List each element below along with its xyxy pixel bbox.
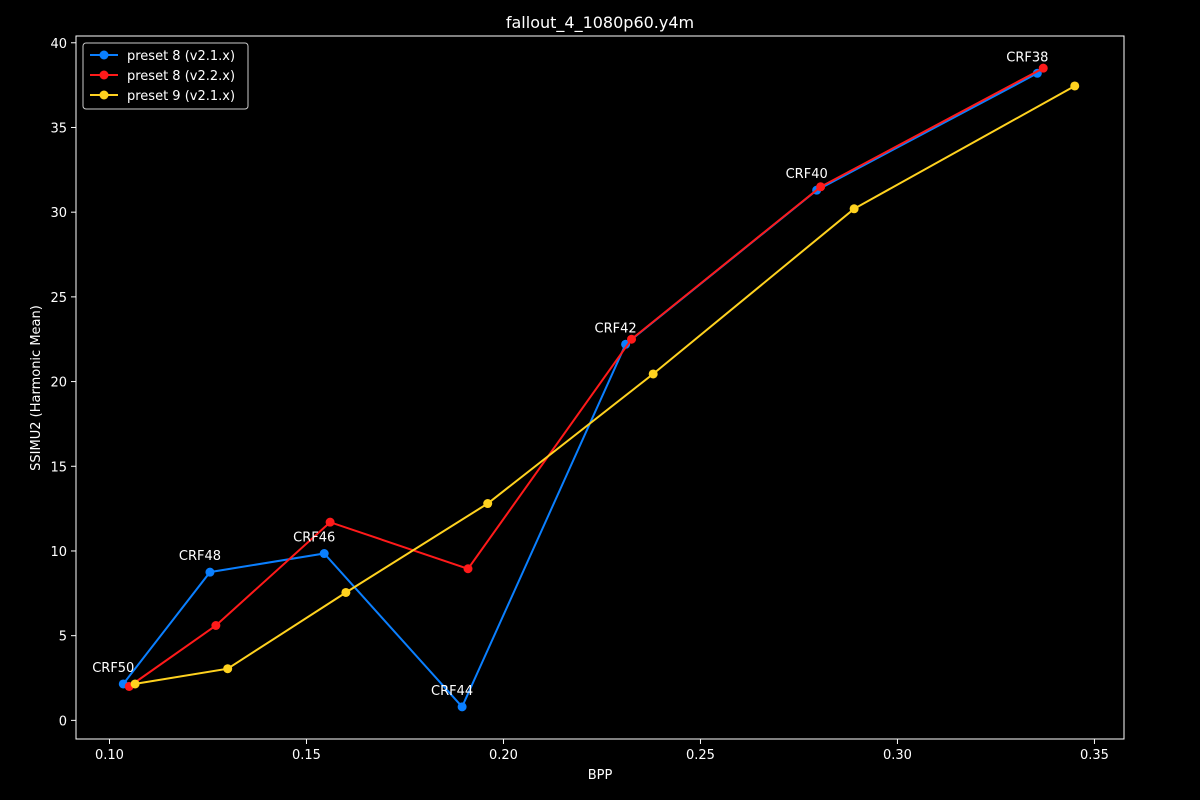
legend-label: preset 8 (v2.1.x) — [127, 49, 235, 64]
plot-area: CRF50 CRF48 CRF46 CRF44 CRF42 CRF40 CRF38 — [92, 50, 1080, 712]
y-tick-label: 35 — [50, 121, 67, 136]
x-tick-label: 0.25 — [686, 748, 715, 763]
data-point — [130, 679, 140, 689]
data-point — [1038, 63, 1048, 73]
y-tick-label: 15 — [50, 460, 67, 475]
y-tick-label: 0 — [59, 714, 67, 729]
chart-title: fallout_4_1080p60.y4m — [506, 13, 694, 33]
legend-label: preset 9 (v2.1.x) — [127, 89, 235, 104]
data-point — [205, 567, 215, 577]
data-point — [621, 339, 631, 349]
plot-frame — [75, 35, 1125, 740]
crf-annotation: CRF38 — [1006, 50, 1048, 65]
y-tick-label: 20 — [50, 376, 67, 391]
data-point — [463, 564, 473, 574]
data-point — [849, 204, 859, 214]
x-tick-label: 0.15 — [292, 748, 321, 763]
data-point — [483, 499, 493, 509]
crf-annotation: CRF42 — [595, 321, 637, 336]
x-tick-label: 0.35 — [1080, 748, 1109, 763]
crf-annotation: CRF48 — [179, 549, 221, 564]
crf-annotation: CRF40 — [786, 167, 828, 182]
y-tick-label: 25 — [50, 291, 67, 306]
legend-swatch-marker — [99, 70, 109, 80]
x-tick-label: 0.10 — [95, 748, 124, 763]
data-point — [319, 549, 329, 559]
legend-box — [82, 42, 249, 110]
data-point — [816, 182, 826, 192]
crf-annotation: CRF46 — [293, 531, 335, 546]
crf-annotation: CRF44 — [431, 684, 473, 699]
crf-annotation: CRF50 — [92, 661, 134, 676]
data-point — [325, 517, 335, 527]
data-point — [627, 334, 637, 344]
data-point — [223, 664, 233, 674]
data-point — [211, 621, 221, 631]
y-axis-label: SSIMU2 (Harmonic Mean) — [29, 305, 44, 471]
data-point — [341, 587, 351, 597]
legend-swatch-marker — [99, 50, 109, 60]
x-axis-label: BPP — [588, 768, 613, 783]
y-tick-label: 5 — [59, 630, 67, 645]
legend-swatch-marker — [99, 90, 109, 100]
legend-item: preset 8 (v2.1.x) — [90, 49, 235, 64]
legend-item: preset 9 (v2.1.x) — [90, 89, 235, 104]
x-tick-label: 0.20 — [489, 748, 518, 763]
series-3 — [130, 81, 1080, 689]
data-point — [457, 702, 467, 712]
y-tick-label: 10 — [50, 545, 67, 560]
data-point — [1070, 81, 1080, 91]
x-tick-label: 0.30 — [883, 748, 912, 763]
annotations: CRF50 CRF48 CRF46 CRF44 CRF42 CRF40 CRF38 — [92, 50, 1048, 699]
legend-label: preset 8 (v2.2.x) — [127, 69, 235, 84]
legend: preset 8 (v2.1.x) preset 8 (v2.2.x) preset… — [82, 42, 249, 110]
y-tick-label: 40 — [50, 37, 67, 52]
legend-item: preset 8 (v2.2.x) — [90, 69, 235, 84]
data-point — [648, 369, 658, 379]
y-tick-label: 30 — [50, 206, 67, 221]
